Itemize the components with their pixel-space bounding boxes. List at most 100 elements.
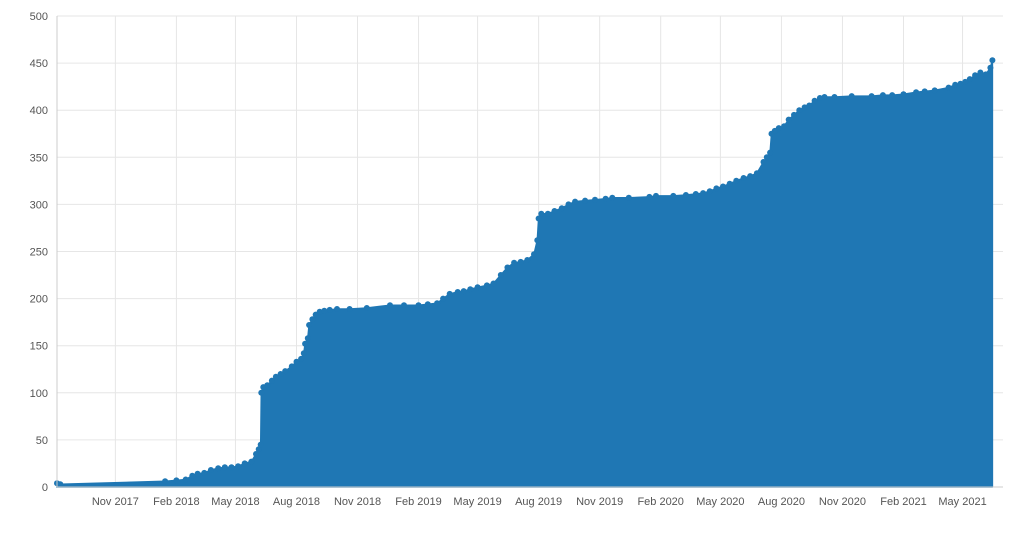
data-point [304, 335, 311, 342]
data-point [490, 280, 497, 287]
data-point [945, 84, 952, 91]
data-point [966, 76, 973, 83]
data-point [277, 371, 284, 377]
data-point [189, 472, 196, 479]
data-point [747, 173, 754, 180]
data-point [821, 94, 828, 100]
data-point [987, 64, 994, 71]
data-point [700, 190, 707, 197]
data-point [763, 154, 770, 161]
data-point [989, 57, 996, 64]
y-tick-label: 100 [30, 388, 48, 400]
data-point [740, 175, 747, 181]
data-point [572, 198, 579, 205]
data-points [54, 57, 996, 488]
data-point [796, 107, 803, 114]
data-point [551, 208, 558, 214]
y-tick-label: 250 [30, 247, 48, 259]
data-point [474, 284, 481, 291]
data-point [692, 191, 699, 197]
data-point [889, 92, 896, 99]
x-tick-label: May 2018 [211, 496, 259, 508]
data-point [670, 192, 677, 199]
data-point [504, 264, 511, 271]
data-point [293, 358, 300, 365]
data-point [255, 446, 262, 453]
data-point [248, 458, 255, 465]
data-point [720, 183, 726, 190]
x-tick-label: Aug 2018 [273, 496, 320, 508]
data-point [775, 125, 782, 132]
data-point [879, 92, 886, 99]
data-point [952, 81, 959, 88]
data-point [831, 94, 838, 100]
data-point [913, 89, 920, 96]
data-point [713, 185, 720, 192]
data-point [726, 180, 733, 187]
y-tick-label: 300 [30, 199, 48, 211]
data-point [300, 350, 307, 357]
data-point [306, 322, 313, 328]
data-point [517, 258, 524, 265]
data-point [241, 460, 248, 467]
data-point [653, 192, 659, 199]
data-point [207, 467, 214, 473]
data-point [733, 177, 740, 184]
data-point [816, 95, 823, 101]
data-point [982, 71, 989, 78]
data-point [334, 306, 340, 312]
data-point [454, 289, 461, 295]
data-point [387, 302, 393, 309]
data-point [302, 340, 309, 347]
data-point [534, 237, 541, 244]
y-axis: 0 50 100 150 200 250 300 350 400 450 500 [30, 11, 58, 494]
data-point [931, 87, 938, 94]
data-point [253, 451, 259, 457]
x-tick-label: Aug 2019 [515, 496, 562, 508]
data-point [806, 102, 813, 109]
data-point [228, 464, 235, 471]
y-tick-label: 500 [30, 11, 48, 23]
data-point [235, 463, 242, 470]
data-point [483, 282, 490, 289]
x-tick-label: Feb 2020 [637, 496, 683, 508]
series-area [56, 59, 994, 488]
data-point [868, 93, 875, 100]
data-point [298, 355, 305, 362]
data-point [848, 93, 855, 100]
x-tick-label: Nov 2019 [576, 496, 623, 508]
data-point [625, 194, 632, 201]
data-point [221, 464, 228, 471]
data-point [646, 193, 653, 200]
x-tick-label: May 2019 [453, 496, 501, 508]
data-point [791, 111, 797, 118]
data-point [535, 215, 542, 222]
data-point [558, 205, 565, 212]
y-tick-label: 50 [36, 435, 48, 447]
data-point [258, 389, 265, 396]
series-area-layer [56, 59, 994, 488]
data-point [972, 72, 979, 79]
data-point [785, 116, 792, 123]
data-point [268, 377, 275, 384]
data-point [264, 382, 271, 389]
data-point [900, 91, 907, 98]
data-point [602, 195, 609, 202]
x-axis: Nov 2017 Feb 2018 May 2018 Aug 2018 Nov 2018… [57, 486, 1003, 508]
data-point [173, 477, 180, 484]
data-point [706, 188, 713, 195]
data-point [565, 201, 572, 208]
data-point [682, 192, 689, 198]
y-tick-label: 200 [30, 294, 48, 306]
data-point [467, 286, 474, 293]
data-point [440, 295, 447, 302]
data-point [434, 300, 441, 307]
data-point [582, 197, 589, 204]
data-point [363, 305, 370, 311]
data-point [460, 288, 467, 295]
data-point [326, 306, 333, 313]
y-tick-label: 400 [30, 105, 48, 117]
x-tick-label: Feb 2018 [153, 496, 199, 508]
data-point [801, 104, 808, 111]
